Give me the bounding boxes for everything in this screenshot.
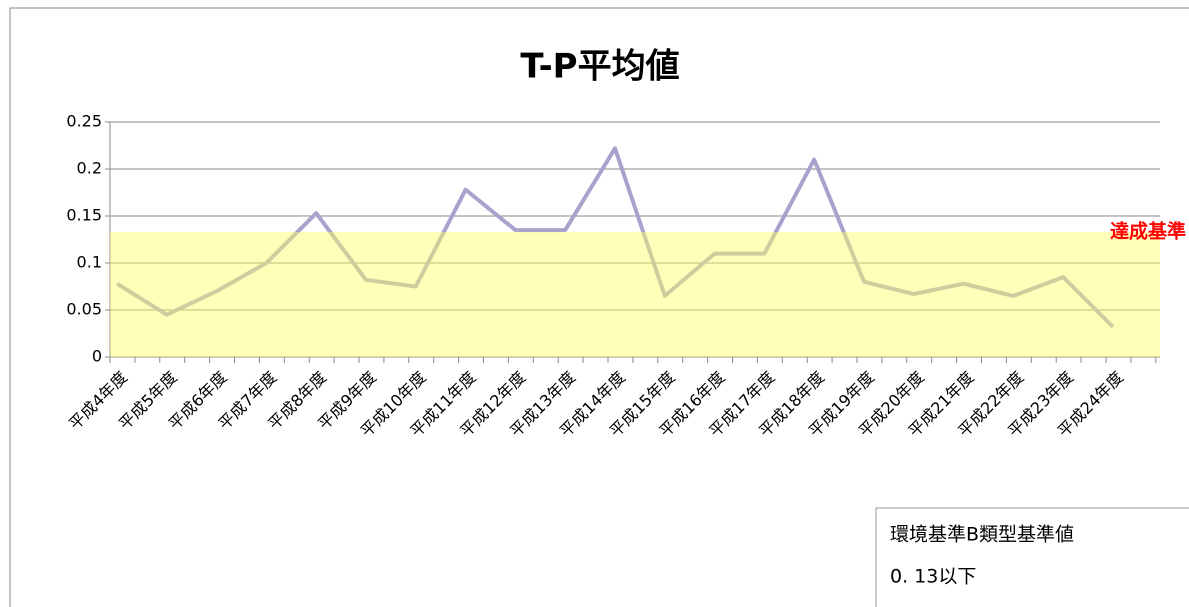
chart-frame [9, 7, 1189, 607]
y-tick-label: 0 [92, 347, 102, 366]
note-box [875, 507, 1189, 607]
y-tick-label: 0.15 [66, 206, 102, 225]
standard-band [110, 231, 1160, 357]
chart-title: T-P平均値 [520, 47, 679, 87]
line [115, 146, 1115, 329]
y-tick-label: 0.25 [66, 112, 102, 131]
y-tick-label: 0.05 [66, 300, 102, 319]
band-label: 達成基準 [1110, 219, 1186, 242]
note-line: 環境基準B類型基準値 [890, 524, 1074, 546]
y-tick-label: 0.2 [77, 159, 102, 178]
note-line: 0. 13以下 [890, 566, 976, 588]
y-tick-label: 0.1 [77, 253, 102, 272]
